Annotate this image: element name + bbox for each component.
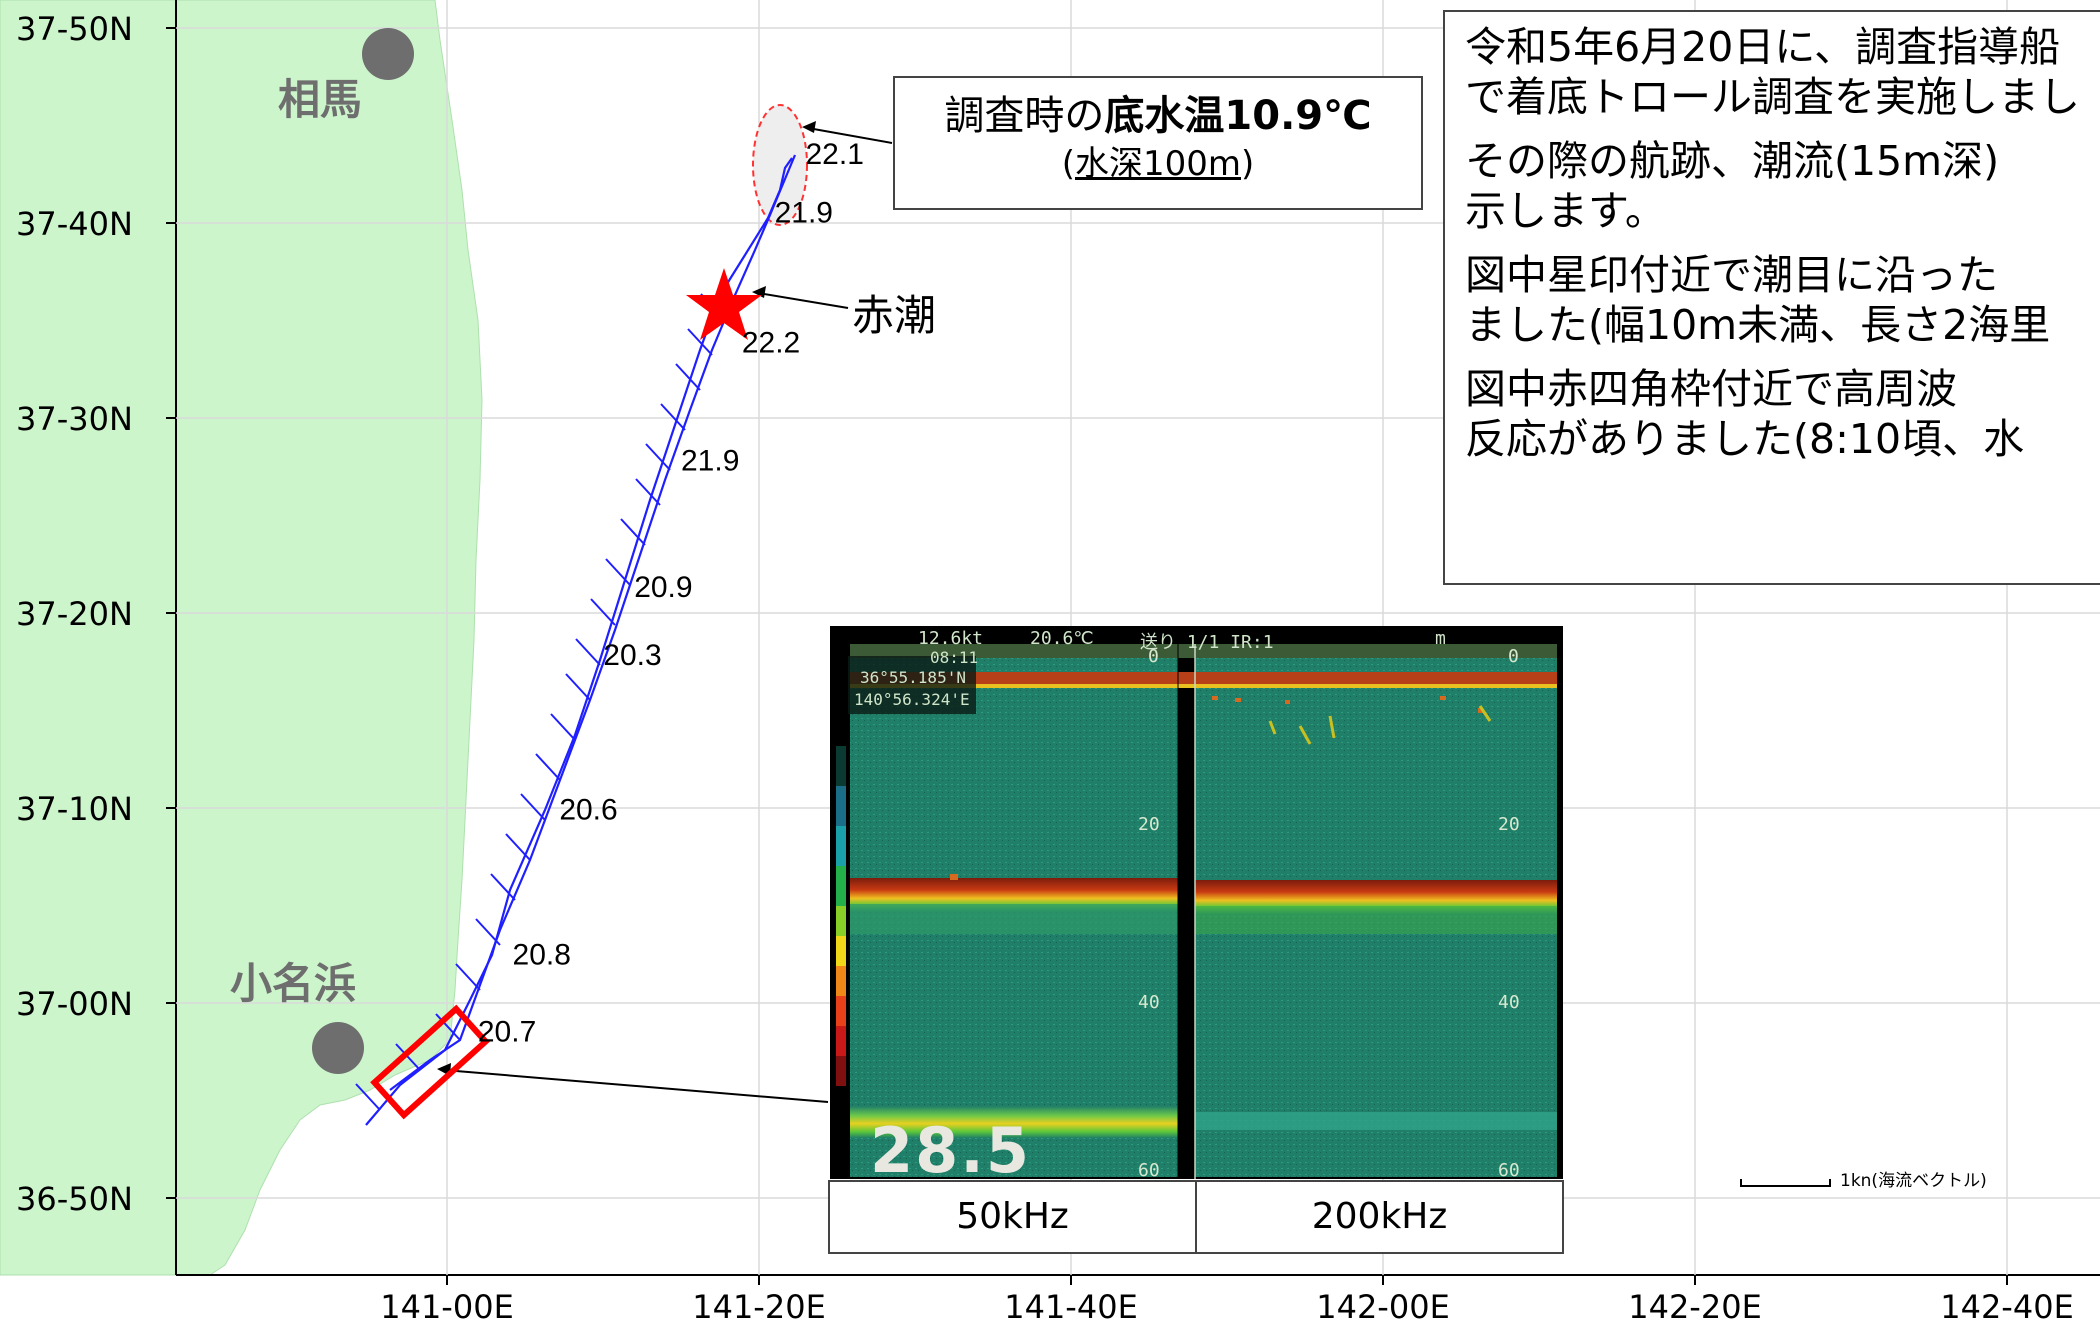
echo-sounder-image: 12.6kt 20.6℃ 送り 1/1 IR:1 m 08:11 36°55.1… [830,626,1563,1187]
info-line: 図中星印付近で潮目に沿った ました(幅10m未満、長さ2海里 [1465,251,2051,349]
temperature-label: 21.9 [775,197,833,230]
info-line: 令和5年6月20日に、調査指導船 で着底トロール調査を実施しまし [1465,23,2080,121]
sounder-lon: 140°56.324'E [854,690,970,709]
depth-tick-right: 40 [1498,992,1520,1013]
current-vector [550,713,576,741]
sounder-unit: m [1435,628,1446,649]
sounder-arrow [443,1069,829,1103]
current-vector [620,518,646,546]
lat-label: 37-40N [16,205,133,243]
latitude-labels: 37-50N 37-40N 37-30N 37-20N 37-10N 37-00N 36-5… [16,10,133,1218]
current-vector [565,673,591,701]
current-vector [605,558,631,586]
current-vector [535,753,561,781]
depth-tick-left: 0 [1148,646,1159,667]
temperature-label: 22.2 [742,326,800,359]
lon-label: 141-00E [380,1288,514,1325]
temperature-label: 20.6 [559,793,617,826]
lon-label: 141-40E [1004,1288,1138,1325]
onahama-marker [312,1022,364,1074]
lat-label: 37-00N [16,985,133,1023]
lon-label: 141-20E [692,1288,826,1325]
echogram [830,626,1563,1179]
place-label-onahama: 小名浜 [230,959,356,1008]
freq-label-200khz: 200kHz [1195,1182,1562,1252]
temperature-label: 20.3 [603,639,661,672]
current-vector [520,793,546,821]
red-tide-label: 赤潮 [852,291,937,340]
longitude-labels: 141-00E 141-20E 141-40E 142-00E 142-20E 142-4… [380,1288,2074,1325]
current-vector [590,598,616,626]
depth-tick-left: 60 [1138,1160,1160,1181]
current-vector [355,1083,381,1111]
frequency-labels: 50kHz 200kHz [828,1180,1564,1254]
current-vector [687,328,713,356]
sounder-mode: 送り 1/1 IR:1 [1140,632,1274,653]
current-vector [660,403,686,431]
lat-label: 37-50N [16,10,133,48]
current-vector [505,833,531,861]
current-vector [490,873,516,901]
red-tide-arrow [757,292,849,309]
scale-label: 1kn(海流ベクトル) [1840,1171,1987,1191]
sounder-temp: 20.6℃ [1030,628,1094,649]
freq-label-50khz: 50kHz [956,1196,1069,1237]
sounder-speed: 12.6kt [918,628,984,649]
lon-label: 142-00E [1316,1288,1450,1325]
lat-label: 37-20N [16,595,133,633]
red-tide-arrowhead [752,286,766,298]
soma-marker [362,28,414,80]
depth-tick-left: 20 [1138,814,1160,835]
current-vector [675,363,701,391]
info-line: その際の航跡、潮流(15m深) 示します。 [1465,137,2000,235]
info-line: 図中赤四角枠付近で高周波 反応がありました(8:10頃、水 [1465,365,2025,463]
sounder-lat: 36°55.185'N [860,668,966,687]
depth-tick-right: 0 [1508,646,1519,667]
scale-bar [1740,1179,1831,1187]
lat-label: 37-10N [16,790,133,828]
echo-area-box [370,1004,490,1120]
bottom-temp-callout: 調査時の底水温10.9℃ (水深100m) [893,76,1423,210]
red-tide-star-icon [686,268,762,340]
temperature-label: 20.9 [634,571,692,604]
current-vector [635,478,661,506]
depth-tick-left: 40 [1138,992,1160,1013]
temperature-label: 20.8 [513,938,571,971]
temperature-labels: 22.1 21.9 22.2 21.9 20.9 20.3 20.6 20.8 20.7 [478,138,864,1049]
callout-title: 調査時の底水温10.9℃ [944,93,1372,139]
place-label-soma: 相馬 [278,75,362,124]
lat-label: 37-30N [16,400,133,438]
sounder-time: 08:11 [930,648,979,667]
depth-tick-right: 20 [1498,814,1520,835]
callout-arrow [807,127,893,144]
survey-zone-ellipse [752,104,808,226]
lon-label: 142-40E [1940,1288,2074,1325]
callout-depth: (水深100m) [1061,144,1255,184]
current-vector [395,1043,421,1071]
current-vector [575,638,601,666]
temperature-label: 22.1 [805,138,863,171]
temperature-label: 20.7 [478,1016,536,1049]
current-vector [435,1013,461,1041]
depth-tick-right: 60 [1498,1160,1520,1181]
temperature-label: 21.9 [681,445,739,478]
callout-arrowhead [802,121,816,133]
sounder-depth-readout: 28.5 [870,1114,1031,1187]
lat-label: 36-50N [16,1180,133,1218]
land-area [0,0,483,1276]
ship-track-return [389,154,797,1091]
lon-label: 142-20E [1628,1288,1762,1325]
current-vector [645,443,671,471]
info-box: 令和5年6月20日に、調査指導船 で着底トロール調査を実施しまし その際の航跡、潮… [1443,10,2100,585]
